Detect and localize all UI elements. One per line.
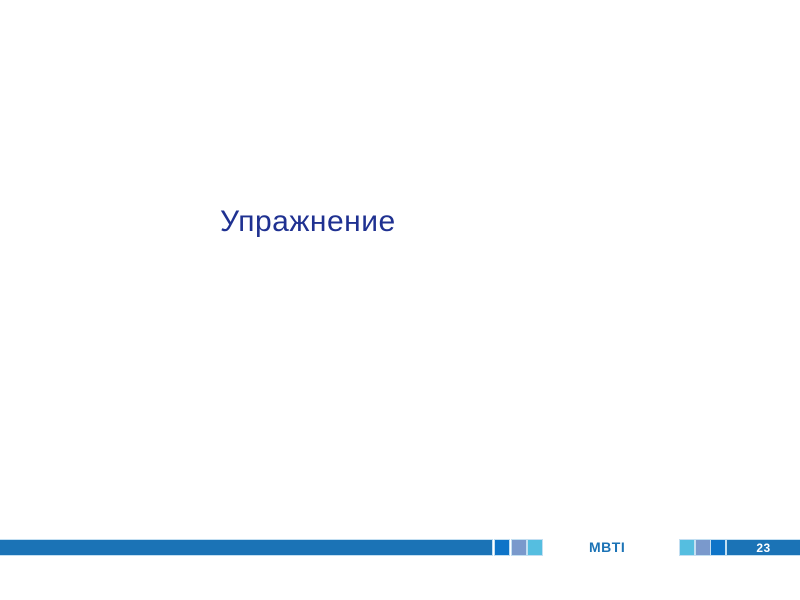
footer-page-number-bar: 23 <box>727 540 800 555</box>
page-number: 23 <box>756 540 771 555</box>
footer-accent-square-bright <box>711 540 725 555</box>
footer-brand-label: MBTI <box>589 539 626 555</box>
footer-accent-bar-left <box>0 540 492 555</box>
slide-title: Упражнение <box>220 205 396 238</box>
footer-accent-square-slate <box>512 540 526 555</box>
footer-accent-square-sky <box>528 540 542 555</box>
slide-footer: MBTI 23 <box>0 539 800 556</box>
footer-accent-square-bright <box>495 540 509 555</box>
footer-accent-square-sky <box>680 540 694 555</box>
footer-accent-square-slate <box>696 540 710 555</box>
